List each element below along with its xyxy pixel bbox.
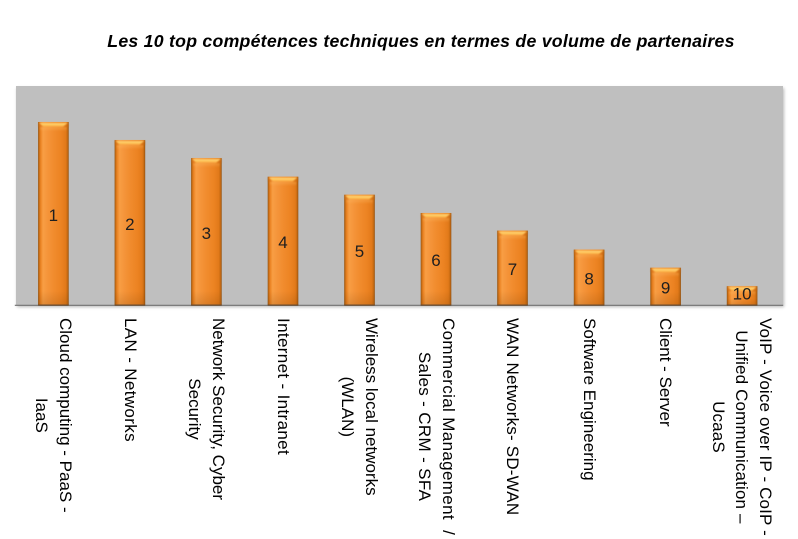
svg-text:4: 4 bbox=[278, 233, 287, 252]
svg-text:10: 10 bbox=[733, 285, 752, 304]
svg-text:7: 7 bbox=[508, 260, 517, 279]
svg-text:9: 9 bbox=[661, 279, 670, 298]
svg-text:6: 6 bbox=[431, 251, 440, 270]
svg-text:2: 2 bbox=[125, 215, 134, 234]
svg-text:1: 1 bbox=[49, 206, 58, 225]
svg-text:3: 3 bbox=[202, 224, 211, 243]
svg-text:5: 5 bbox=[355, 242, 364, 261]
svg-text:8: 8 bbox=[584, 270, 593, 289]
